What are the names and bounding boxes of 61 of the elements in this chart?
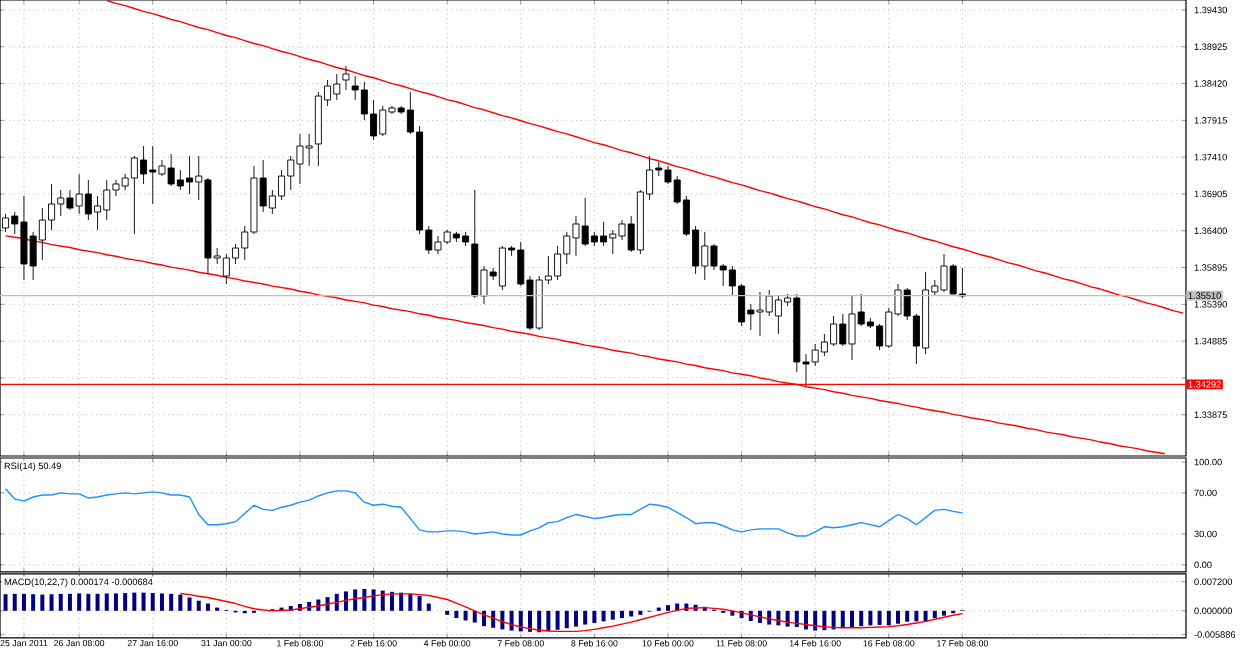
bar: [187, 597, 192, 611]
bar: [113, 593, 118, 611]
bar: [132, 592, 137, 611]
bar: [601, 610, 606, 622]
bar: [665, 605, 670, 611]
bar: [942, 610, 947, 616]
bar: [868, 610, 873, 626]
bar: [334, 593, 339, 611]
bar: [592, 610, 597, 623]
bar: [31, 594, 36, 611]
bar: [150, 593, 155, 611]
bar: [472, 610, 477, 623]
bar: [178, 594, 183, 611]
bar: [840, 610, 845, 629]
bar: [380, 590, 385, 611]
bar: [86, 593, 91, 611]
bar: [573, 610, 578, 627]
bar: [932, 610, 937, 619]
bar: [205, 603, 210, 611]
bar: [537, 610, 542, 633]
bar: [454, 610, 459, 619]
bar: [159, 593, 164, 611]
bar: [794, 610, 799, 627]
bar: [822, 610, 827, 631]
bar: [619, 610, 624, 619]
bar: [141, 592, 146, 611]
line-series: [106, 0, 1184, 314]
bar: [169, 593, 174, 611]
bar: [509, 610, 514, 631]
bar: [813, 610, 818, 631]
bar: [408, 593, 413, 611]
bar: [58, 593, 63, 611]
bar: [896, 610, 900, 624]
bar: [95, 593, 100, 611]
bar: [371, 589, 376, 611]
bar: [886, 610, 891, 626]
bar: [546, 610, 551, 632]
bar: [859, 610, 864, 627]
bar: [785, 610, 790, 627]
bar: [21, 593, 26, 611]
bar: [3, 594, 8, 611]
bar: [491, 610, 496, 628]
bar: [426, 603, 431, 611]
bar: [463, 610, 468, 621]
bar: [804, 610, 808, 630]
bar: [196, 600, 201, 611]
bar: [555, 610, 560, 630]
bar: [417, 595, 422, 611]
bar: [362, 589, 367, 611]
bar: [583, 610, 588, 625]
bar: [831, 610, 836, 630]
bar: [49, 594, 54, 611]
bar: [77, 593, 82, 611]
bar: [877, 610, 882, 625]
candlestick: [342, 65, 350, 91]
bar: [67, 593, 72, 611]
bar: [527, 610, 532, 632]
bar: [564, 610, 569, 629]
bar: [905, 610, 910, 622]
bar: [353, 589, 358, 611]
bar: [123, 593, 128, 611]
